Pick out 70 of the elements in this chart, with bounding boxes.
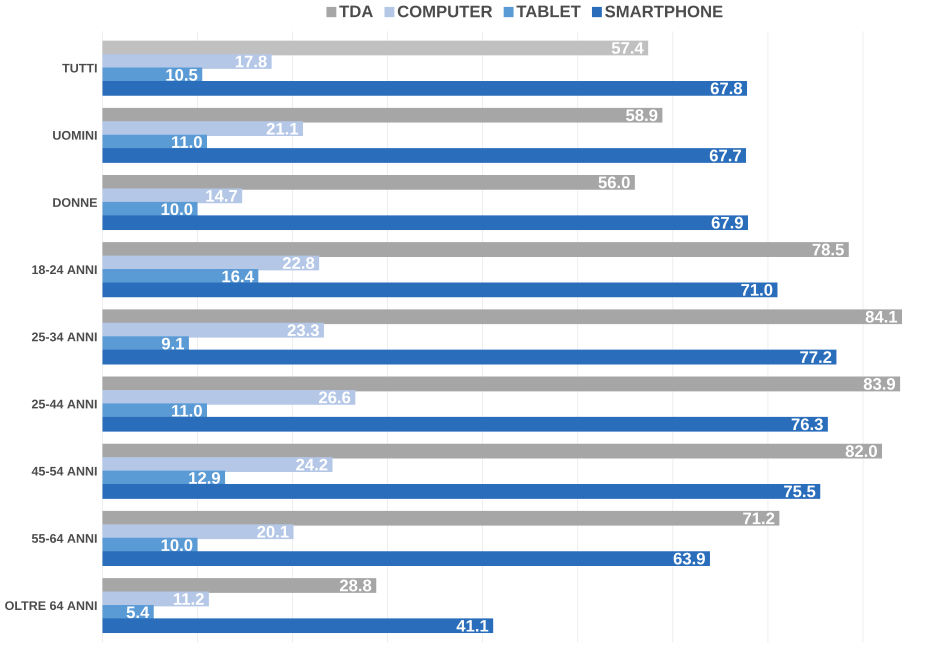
data-label: 10.5 (166, 68, 198, 81)
data-label: 5.4 (126, 606, 150, 618)
bar (102, 350, 836, 364)
y-tick-label: 25-44 ANNI (32, 400, 97, 408)
data-label: 67.8 (710, 82, 742, 94)
data-label: 9.1 (162, 338, 184, 350)
data-label: 12.9 (189, 472, 220, 484)
bar (102, 242, 849, 257)
data-label: 83.9 (864, 378, 896, 390)
y-tick-label: UOMINI (53, 130, 97, 140)
bar (102, 148, 746, 163)
bar (102, 108, 662, 123)
bar (102, 215, 748, 230)
legend-label: COMPUTER (398, 6, 492, 18)
bar (102, 457, 333, 472)
legend-label: TDA (339, 6, 373, 18)
data-label: 14.7 (206, 190, 238, 202)
bar (102, 40, 648, 56)
data-label: 11.0 (172, 404, 202, 417)
y-tick-label: 18-24 ANNI (32, 265, 97, 274)
y-tick-label: DONNE (53, 198, 98, 207)
bar (102, 618, 494, 634)
data-label: 41.1 (456, 620, 488, 632)
data-label: 71.0 (741, 284, 772, 296)
data-label: 21.1 (266, 122, 298, 134)
data-label: 16.4 (222, 270, 254, 282)
data-label: 26.6 (319, 391, 350, 404)
bar (102, 309, 902, 324)
bar (102, 390, 356, 405)
data-label: 84.1 (866, 310, 898, 323)
data-label: 82.0 (846, 445, 877, 457)
data-label: 17.8 (236, 56, 267, 68)
y-tick-label: 55-64 ANNI (32, 534, 97, 543)
y-tick-label: TUTTI (62, 64, 97, 73)
bar (102, 484, 820, 499)
data-label: 11.0 (172, 136, 202, 148)
data-label: 71.2 (743, 512, 774, 524)
data-label: 23.3 (288, 324, 319, 336)
data-label: 63.9 (674, 552, 705, 565)
bar (102, 80, 748, 96)
bar (102, 444, 882, 458)
y-tick-label: OLTRE 64 ANNI (5, 601, 97, 610)
data-label: 67.9 (712, 216, 743, 229)
data-label: 28.8 (340, 580, 372, 592)
data-label: 10.0 (162, 203, 192, 216)
data-label: 24.2 (296, 458, 328, 470)
bar (102, 578, 376, 593)
data-label: 77.2 (800, 351, 832, 363)
bar (102, 174, 635, 190)
bar (102, 416, 828, 432)
bar (102, 510, 780, 526)
bar (102, 551, 710, 566)
y-tick-label: 25-34 ANNI (32, 332, 97, 342)
data-label: 78.5 (812, 244, 844, 256)
data-label: 57.4 (612, 42, 644, 54)
bar (102, 54, 272, 69)
data-label: 75.5 (784, 486, 816, 498)
data-label: 11.2 (174, 593, 204, 605)
bar (102, 376, 900, 392)
data-label: 76.3 (792, 418, 823, 430)
data-label: 67.7 (710, 150, 741, 162)
y-tick-label: 45-54 ANNI (32, 466, 97, 476)
data-label: 10.0 (162, 539, 192, 552)
data-label: 58.9 (626, 109, 658, 122)
legend-label: SMARTPHONE (605, 6, 723, 18)
data-label: 22.8 (282, 257, 314, 269)
legend-label: TABLET (516, 6, 581, 18)
data-label: 20.1 (257, 526, 289, 538)
data-label: 56.0 (598, 176, 630, 188)
bar (102, 282, 778, 298)
